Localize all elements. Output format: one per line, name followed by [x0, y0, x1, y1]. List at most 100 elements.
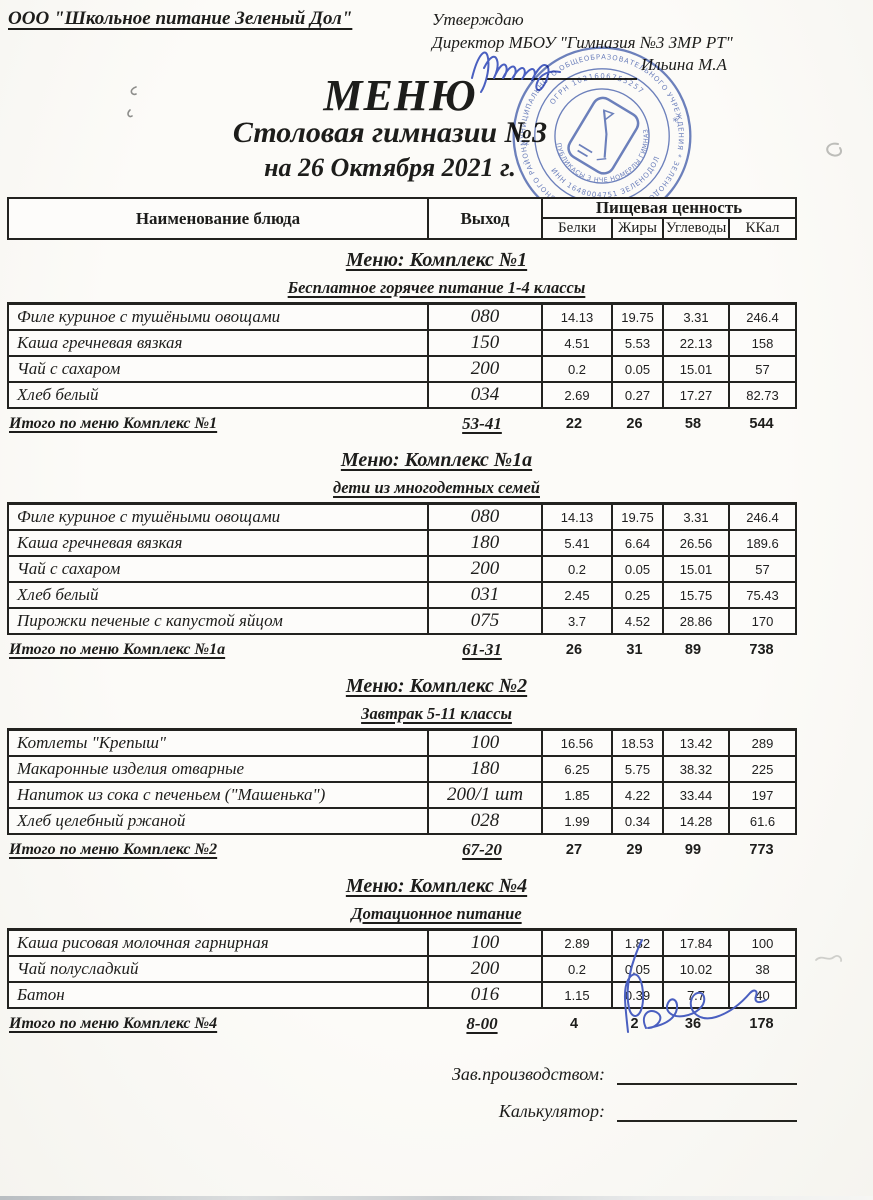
dish-kcal: 82.73 — [728, 383, 795, 407]
dish-portion: 028 — [427, 809, 541, 833]
total-fat: 31 — [626, 642, 643, 658]
dish-portion: 200 — [427, 957, 541, 981]
table-row: Каша рисовая молочная гарнирная 100 2.89… — [9, 931, 795, 955]
calculator-label: Калькулятор: — [498, 1101, 605, 1121]
dish-fat: 6.64 — [611, 531, 662, 555]
section-subheading: дети из многодетных семей — [333, 478, 540, 497]
dish-kcal: 40 — [728, 983, 795, 1007]
dish-kcal: 246.4 — [728, 505, 795, 529]
total-kcal: 544 — [749, 416, 774, 432]
dish-fat: 1.82 — [611, 931, 662, 955]
dish-protein: 6.25 — [541, 757, 611, 781]
dish-protein: 4.51 — [541, 331, 611, 355]
dish-name: Хлеб белый — [17, 385, 99, 404]
section-subheading: Завтрак 5-11 классы — [361, 704, 512, 723]
totals-row-complex1a: Итого по меню Комплекс №1а 61-31 26 31 8… — [7, 635, 797, 661]
dish-fat: 5.75 — [611, 757, 662, 781]
dish-carbs: 26.56 — [662, 531, 728, 555]
scan-smudge-icon — [826, 142, 842, 157]
dish-fat: 4.52 — [611, 609, 662, 633]
dish-protein: 0.2 — [541, 957, 611, 981]
dish-portion: 034 — [427, 383, 541, 407]
calculator-signature-line — [617, 1098, 797, 1122]
table-row: Пирожки печеные с капустой яйцом 075 3.7… — [9, 607, 795, 633]
total-fat: 2 — [630, 1016, 639, 1032]
dish-portion: 031 — [427, 583, 541, 607]
totals-row-complex4: Итого по меню Комплекс №4 8-00 4 2 36 17… — [7, 1009, 797, 1035]
dish-fat: 0.34 — [611, 809, 662, 833]
dish-portion: 080 — [427, 305, 541, 329]
col-header-out: Выход — [427, 199, 541, 238]
dish-name: Филе куриное с тушёными овощами — [17, 307, 281, 326]
dish-name: Напиток из сока с печеньем ("Машенька") — [17, 785, 326, 804]
dish-carbs: 15.75 — [662, 583, 728, 607]
calculator-signature-icon — [642, 989, 767, 1029]
totals-row-complex1: Итого по меню Комплекс №1 53-41 22 26 58… — [7, 409, 797, 435]
dish-portion: 200 — [427, 557, 541, 581]
total-protein: 4 — [569, 1016, 579, 1032]
total-label: Итого по меню Комплекс №1а — [9, 641, 226, 658]
signature-block: Зав.производством: Калькулятор: — [7, 1059, 797, 1122]
dish-kcal: 57 — [728, 357, 795, 381]
dish-fat: 4.22 — [611, 783, 662, 807]
total-kcal: 773 — [749, 842, 774, 858]
table-header: Наименование блюда Выход Пищевая ценност… — [7, 197, 797, 240]
official-stamp: МУНИЦИПАЛЬНОГО ОБЩЕОБРАЗОВАТЕЛЬНОГО УЧРЕ… — [495, 29, 694, 230]
dish-kcal: 170 — [728, 609, 795, 633]
table-row: Чай полусладкий 200 0.2 0.05 10.02 38 — [9, 955, 795, 981]
total-price: 67-20 — [462, 840, 502, 859]
dish-fat: 19.75 — [611, 505, 662, 529]
dish-fat: 19.75 — [611, 305, 662, 329]
dish-kcal: 189.6 — [728, 531, 795, 555]
dish-carbs: 38.32 — [662, 757, 728, 781]
dish-name: Каша рисовая молочная гарнирная — [17, 933, 269, 952]
table-row: Каша гречневая вязкая 150 4.51 5.53 22.1… — [9, 329, 795, 355]
total-kcal: 178 — [749, 1016, 774, 1032]
section-subheading: Бесплатное горячее питание 1-4 классы — [287, 278, 586, 297]
dish-kcal: 38 — [728, 957, 795, 981]
total-fat: 29 — [626, 842, 643, 858]
dish-fat: 0.05 — [611, 357, 662, 381]
dish-carbs: 15.01 — [662, 557, 728, 581]
dish-name: Каша гречневая вязкая — [17, 333, 183, 352]
dish-carbs: 13.42 — [662, 731, 728, 755]
dish-fat: 5.53 — [611, 331, 662, 355]
menu-table-complex2: Котлеты "Крепыш" 100 16.56 18.53 13.42 2… — [7, 728, 797, 835]
dish-carbs: 28.86 — [662, 609, 728, 633]
menu-table-complex1a: Филе куриное с тушёными овощами 080 14.1… — [7, 502, 797, 635]
total-price: 8-00 — [466, 1014, 498, 1033]
director-signature-icon — [471, 51, 561, 93]
dish-name: Батон — [17, 985, 65, 1004]
approver-name: Ильина М.А — [641, 55, 727, 74]
dish-portion: 075 — [427, 609, 541, 633]
dish-kcal: 197 — [728, 783, 795, 807]
table-row: Каша гречневая вязкая 180 5.41 6.64 26.5… — [9, 529, 795, 555]
dish-protein: 0.2 — [541, 557, 611, 581]
total-carbs: 58 — [684, 416, 702, 432]
dish-protein: 14.13 — [541, 505, 611, 529]
total-carbs: 36 — [684, 1016, 702, 1032]
table-row: Котлеты "Крепыш" 100 16.56 18.53 13.42 2… — [9, 731, 795, 755]
scan-bottom-edge — [0, 1196, 873, 1200]
dish-fat: 18.53 — [611, 731, 662, 755]
dish-name: Хлеб белый — [17, 585, 99, 604]
dish-carbs: 10.02 — [662, 957, 728, 981]
dish-portion: 100 — [427, 731, 541, 755]
production-manager-signature-icon — [624, 939, 645, 1033]
dish-name: Чай полусладкий — [17, 959, 139, 978]
document-title: МЕНЮ — [323, 71, 477, 120]
dish-carbs: 33.44 — [662, 783, 728, 807]
dish-name: Чай с сахаром — [17, 559, 121, 578]
dish-protein: 14.13 — [541, 305, 611, 329]
dish-portion: 016 — [427, 983, 541, 1007]
dish-protein: 0.2 — [541, 357, 611, 381]
svg-text:*: * — [672, 116, 679, 129]
total-fat: 26 — [626, 416, 643, 432]
section-heading: Меню: Комплекс №1 — [345, 249, 528, 271]
dish-protein: 1.85 — [541, 783, 611, 807]
dish-protein: 2.45 — [541, 583, 611, 607]
dish-kcal: 246.4 — [728, 305, 795, 329]
director-signature-line — [487, 78, 637, 80]
document-date: на 26 Октября 2021 г. — [264, 153, 516, 182]
